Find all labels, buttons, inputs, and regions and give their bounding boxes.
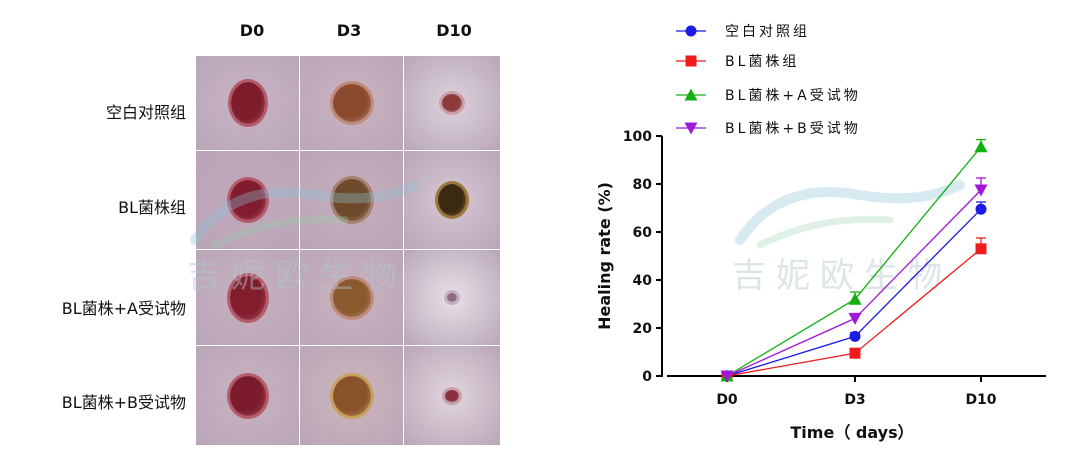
legend-marker [685,25,697,37]
group-label-bl-a: BL菌株+A受试物 [61,299,186,318]
wound-photo [300,151,403,249]
day-header-d10: D10 [436,21,472,40]
y-tick-label: 100 [623,129,652,145]
y-tick-label: 60 [633,225,653,241]
wound-photo [404,250,500,345]
data-point [848,312,862,325]
legend-label: BL菌株+B受试物 [725,121,861,137]
group-label-control: 空白对照组 [105,103,186,122]
legend-label: 空白对照组 [725,24,810,40]
data-point [849,347,861,359]
legend-marker [684,122,698,135]
legend-label: BL菌株组 [725,54,799,70]
wound-photo [300,346,403,445]
group-label-bl-b: BL菌株+B受试物 [61,393,186,412]
wound-photo [196,346,299,445]
y-tick-label: 80 [633,177,653,193]
x-axis-title: Time（ days） [790,423,913,442]
x-tick-label: D3 [844,392,865,408]
day-header-d0: D0 [239,21,265,40]
y-axis-title: Healing rate (%) [595,182,614,330]
wound-photo [196,151,299,249]
wound-photo [196,56,299,150]
wound-photo [196,250,299,345]
wound-photo [404,346,500,445]
day-header-d3: D3 [336,21,362,40]
data-point [848,292,862,305]
wound-photo [404,56,500,150]
legend-marker [685,55,697,67]
data-point [975,243,987,255]
data-point [974,140,988,153]
legend-label: BL菌株+A受试物 [725,88,861,104]
x-tick-label: D0 [716,392,738,408]
data-point [849,330,861,342]
y-tick-label: 0 [642,369,652,385]
wound-photo [300,250,403,345]
wound-photo [404,151,500,249]
data-point [975,203,987,215]
legend-marker [684,88,698,101]
data-point [720,370,734,383]
y-tick-label: 40 [633,273,653,289]
x-tick-label: D10 [965,392,996,408]
data-point [974,184,988,197]
wound-photo [300,56,403,150]
y-tick-label: 20 [633,321,653,337]
group-label-bl: BL菌株组 [118,198,186,217]
